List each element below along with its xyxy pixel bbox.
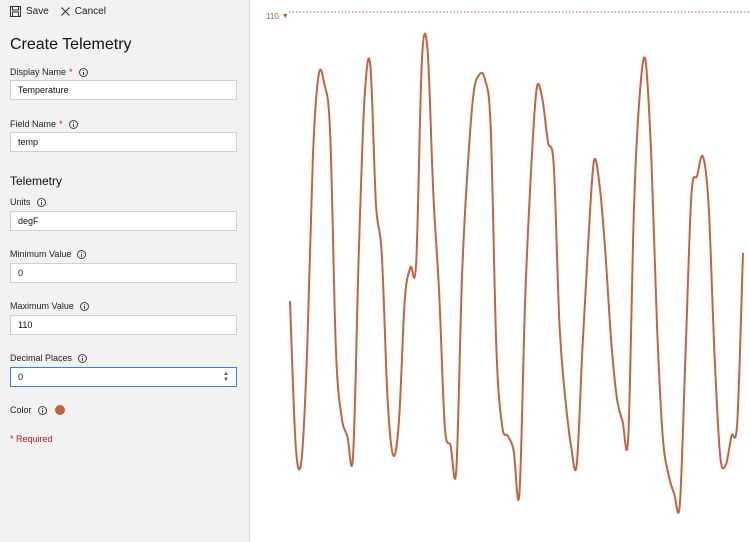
units-input[interactable] [10, 211, 237, 231]
close-icon [60, 7, 70, 16]
display-name-label-text: Display Name [10, 67, 67, 77]
stepper-up-icon[interactable]: ▲ [223, 371, 229, 377]
telemetry-section-title: Telemetry [10, 174, 63, 188]
decimal-places-stepper[interactable]: ▲ ▼ [221, 370, 231, 384]
required-mark: * [59, 119, 63, 129]
limit-label: 110 ▼ [266, 12, 289, 21]
save-button[interactable]: Save [10, 6, 49, 17]
minimum-value-label-text: Minimum Value [10, 249, 72, 259]
required-note: * Required [10, 434, 53, 444]
field-name-input[interactable] [10, 132, 237, 152]
cancel-button-label: Cancel [74, 6, 106, 17]
form-title: Create Telemetry [10, 36, 132, 53]
color-swatch[interactable] [54, 405, 65, 415]
info-icon[interactable] [78, 67, 88, 77]
maximum-value-label: Maximum Value [10, 301, 89, 311]
cancel-button[interactable]: Cancel [60, 6, 106, 17]
minimum-value-input[interactable] [10, 263, 237, 283]
info-icon[interactable] [78, 353, 88, 363]
color-row: Color [10, 405, 65, 415]
minimum-value-label: Minimum Value [10, 249, 87, 259]
display-name-label: Display Name * [10, 67, 88, 77]
info-icon[interactable] [77, 249, 87, 259]
create-telemetry-panel: Save Cancel Create Telemetry Display Nam… [0, 0, 250, 542]
field-name-label-text: Field Name [10, 119, 57, 129]
limit-arrow-icon: ▼ [281, 13, 289, 20]
telemetry-plot [289, 11, 750, 514]
info-icon[interactable] [79, 301, 89, 311]
required-mark: * [69, 67, 73, 77]
field-name-label: Field Name * [10, 119, 78, 129]
form-toolbar: Save Cancel [10, 6, 118, 17]
decimal-places-label: Decimal Places [10, 353, 88, 363]
info-icon[interactable] [36, 197, 46, 207]
units-label-text: Units [10, 197, 31, 207]
units-label: Units [10, 197, 46, 207]
info-icon[interactable] [68, 119, 78, 129]
decimal-places-label-text: Decimal Places [10, 353, 73, 363]
decimal-places-input[interactable] [10, 367, 237, 387]
save-button-label: Save [26, 6, 49, 17]
maximum-value-input[interactable] [10, 315, 237, 335]
color-label: Color [10, 405, 32, 415]
display-name-input[interactable] [10, 80, 237, 100]
maximum-value-label-text: Maximum Value [10, 301, 74, 311]
stepper-down-icon[interactable]: ▼ [223, 377, 229, 383]
limit-value: 110 [266, 12, 279, 21]
series-line [289, 32, 744, 514]
save-icon [10, 6, 21, 17]
info-icon[interactable] [37, 405, 47, 415]
